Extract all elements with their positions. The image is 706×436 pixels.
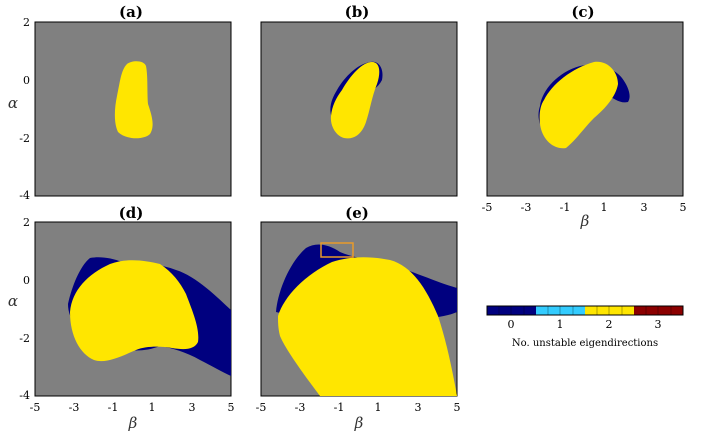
panel-a-y-ticks: 2 0 -2 -4 xyxy=(19,16,30,202)
colorbar-label: No. unstable eigendirections xyxy=(512,338,658,349)
panel-e-x-axis-label: β xyxy=(354,414,364,432)
y-tick-2: 2 xyxy=(23,16,30,29)
y-tick-2: 2 xyxy=(23,216,30,229)
x-tick-neg1: -1 xyxy=(560,201,571,214)
panel-a-region-two xyxy=(114,61,153,139)
panel-e-region-two xyxy=(278,257,457,396)
colorbar-segment-1 xyxy=(536,306,585,315)
y-tick-0: 0 xyxy=(23,274,30,287)
x-tick-5: 5 xyxy=(228,401,235,414)
panel-c-x-axis-label: β xyxy=(580,212,590,230)
x-tick-neg5: -5 xyxy=(482,201,493,214)
panel-d-label: (d) xyxy=(119,204,144,222)
colorbar-frame xyxy=(486,305,684,316)
x-tick-neg3: -3 xyxy=(69,401,80,414)
panel-b-label: (b) xyxy=(345,3,370,21)
panel-a: (a) 2 0 -2 -4 α xyxy=(8,3,232,202)
x-tick-1: 1 xyxy=(375,401,382,414)
panel-a-y-axis-label: α xyxy=(8,94,18,112)
x-tick-neg1: -1 xyxy=(108,401,119,414)
panel-d-y-axis-label: α xyxy=(8,292,18,310)
x-tick-neg3: -3 xyxy=(521,201,532,214)
colorbar-segment-0 xyxy=(487,306,536,315)
x-tick-neg5: -5 xyxy=(30,401,41,414)
panel-e-label: (e) xyxy=(345,204,369,222)
x-tick-3: 3 xyxy=(189,401,196,414)
x-tick-3: 3 xyxy=(415,401,422,414)
colorbar-tick-0: 0 xyxy=(508,318,515,331)
x-tick-neg3: -3 xyxy=(295,401,306,414)
x-tick-5: 5 xyxy=(454,401,461,414)
panel-d-x-ticks: -5 -3 -1 1 3 5 xyxy=(30,401,235,414)
colorbar-tick-2: 2 xyxy=(606,318,613,331)
x-tick-neg1: -1 xyxy=(334,401,345,414)
panel-d: (d) 2 0 -2 -4 α -5 -3 -1 1 3 5 β xyxy=(8,204,235,432)
panel-d-region-two xyxy=(70,260,199,362)
colorbar-segment-2 xyxy=(585,306,634,315)
x-tick-3: 3 xyxy=(641,201,648,214)
y-tick-neg2: -2 xyxy=(19,132,30,145)
x-tick-5: 5 xyxy=(680,201,687,214)
x-tick-1: 1 xyxy=(601,201,608,214)
colorbar: 0 1 2 3 No. unstable eigendirections xyxy=(486,305,684,349)
panel-e-highlight-box xyxy=(320,242,354,258)
panel-d-y-ticks: 2 0 -2 -4 xyxy=(19,216,30,402)
colorbar-tick-1: 1 xyxy=(557,318,564,331)
y-tick-0: 0 xyxy=(23,74,30,87)
panel-e: (e) -5 -3 -1 1 3 5 β xyxy=(256,204,461,432)
panel-c-label: (c) xyxy=(571,3,594,21)
panel-e-x-ticks: -5 -3 -1 1 3 5 xyxy=(256,401,461,414)
panel-b: (b) xyxy=(260,3,458,197)
y-tick-neg2: -2 xyxy=(19,332,30,345)
x-tick-1: 1 xyxy=(149,401,156,414)
panel-c-x-ticks: -5 -3 -1 1 3 5 xyxy=(482,201,687,214)
colorbar-tick-3: 3 xyxy=(655,318,662,331)
y-tick-neg4: -4 xyxy=(19,189,30,202)
colorbar-divisions xyxy=(498,306,672,315)
panel-c-region-two xyxy=(539,61,618,149)
panel-b-region-two xyxy=(330,62,380,139)
colorbar-segment-3 xyxy=(634,306,683,315)
y-tick-neg4: -4 xyxy=(19,389,30,402)
panel-c: (c) -5 -3 -1 1 3 5 β xyxy=(482,3,687,230)
x-tick-neg5: -5 xyxy=(256,401,267,414)
panel-d-x-axis-label: β xyxy=(128,414,138,432)
panel-a-label: (a) xyxy=(119,3,143,21)
